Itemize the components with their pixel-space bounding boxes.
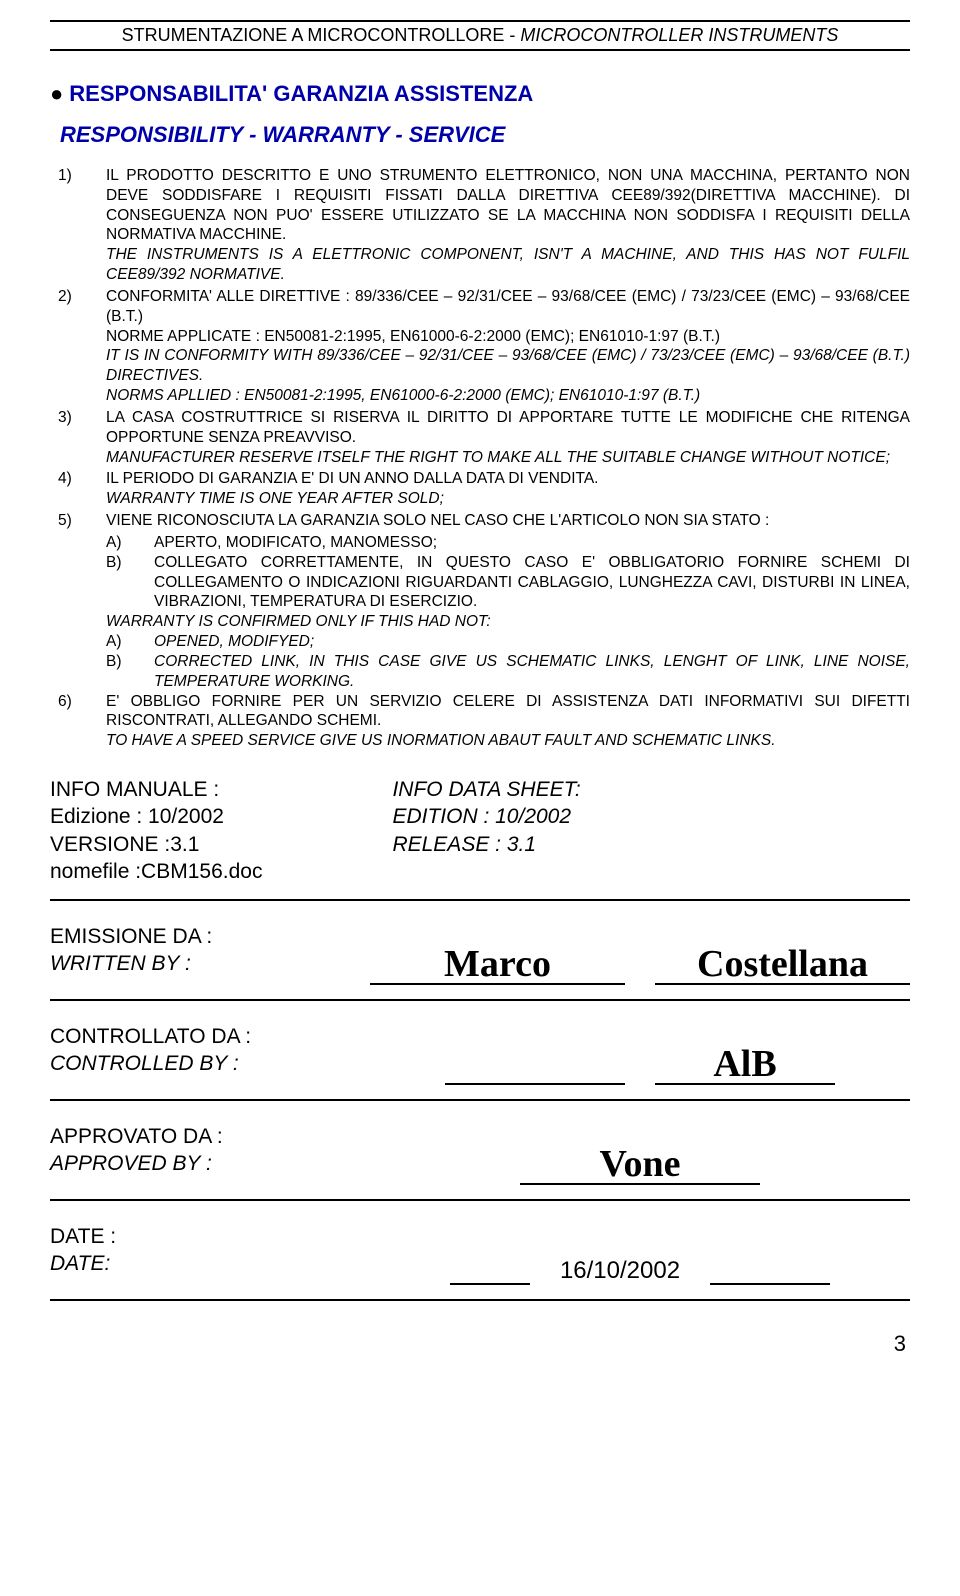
list-item: 5) VIENE RICONOSCIUTA LA GARANZIA SOLO N… <box>58 511 910 531</box>
header-bar: STRUMENTAZIONE A MICROCONTROLLORE - MICR… <box>50 20 910 51</box>
main-title: ●RESPONSABILITA' GARANZIA ASSISTENZA <box>50 81 910 107</box>
sig-label-it: CONTROLLATO DA : <box>50 1023 370 1050</box>
item-text-it: LA CASA COSTRUTTRICE SI RISERVA IL DIRIT… <box>106 409 910 446</box>
info-left: INFO MANUALE : Edizione : 10/2002 VERSIO… <box>50 776 262 885</box>
item-number: 3) <box>58 408 106 467</box>
sig-label-en: APPROVED BY : <box>50 1150 370 1177</box>
signature-scribble: AlB <box>713 1047 776 1081</box>
sig-line: AlB <box>655 1047 835 1085</box>
list-item: 2) CONFORMITA' ALLE DIRETTIVE : 89/336/C… <box>58 287 910 406</box>
sig-area: 16/10/2002 <box>370 1215 910 1285</box>
sig-line: Costellana <box>655 947 910 985</box>
info-line: RELEASE : 3.1 <box>392 831 580 858</box>
signature-row-controllato: CONTROLLATO DA : CONTROLLED BY : AlB <box>50 1001 910 1101</box>
item-text-it: VIENE RICONOSCIUTA LA GARANZIA SOLO NEL … <box>106 512 769 529</box>
sig-label-en: WRITTEN BY : <box>50 950 370 977</box>
list-item: 1) IL PRODOTTO DESCRITTO E UNO STRUMENTO… <box>58 166 910 285</box>
signature-scribble: Costellana <box>697 947 868 981</box>
list-item: 4) IL PERIODO DI GARANZIA E' DI UN ANNO … <box>58 469 910 509</box>
main-title-text: RESPONSABILITA' GARANZIA ASSISTENZA <box>69 81 533 106</box>
item-number: 2) <box>58 287 106 406</box>
item-text-en: TO HAVE A SPEED SERVICE GIVE US INORMATI… <box>106 732 776 749</box>
sig-line <box>445 1081 625 1085</box>
sub-item: B) CORRECTED LINK, IN THIS CASE GIVE US … <box>58 652 910 692</box>
sig-label-it: EMISSIONE DA : <box>50 923 370 950</box>
info-right: INFO DATA SHEET: EDITION : 10/2002 RELEA… <box>392 776 580 885</box>
header-text-en: MICROCONTROLLER INSTRUMENTS <box>520 25 838 45</box>
item-extra-en: NORMS APLLIED : EN50081-2:1995, EN61000-… <box>106 387 700 404</box>
info-line: INFO MANUALE : <box>50 776 262 803</box>
sig-label: CONTROLLATO DA : CONTROLLED BY : <box>50 1023 370 1078</box>
sig-line <box>710 1281 830 1285</box>
item-body: IL PERIODO DI GARANZIA E' DI UN ANNO DAL… <box>106 469 910 509</box>
sub-text: APERTO, MODIFICATO, MANOMESSO; <box>154 533 910 553</box>
item-number: 5) <box>58 511 106 531</box>
item-text-it: CONFORMITA' ALLE DIRETTIVE : 89/336/CEE … <box>106 288 910 325</box>
item-text-it: E' OBBLIGO FORNIRE PER UN SERVIZIO CELER… <box>106 693 910 730</box>
sub-letter-en: A) <box>106 633 122 650</box>
sub-item: B) COLLEGATO CORRETTAMENTE, IN QUESTO CA… <box>58 553 910 612</box>
list-item: 3) LA CASA COSTRUTTRICE SI RISERVA IL DI… <box>58 408 910 467</box>
sig-label: EMISSIONE DA : WRITTEN BY : <box>50 923 370 978</box>
item-body: E' OBBLIGO FORNIRE PER UN SERVIZIO CELER… <box>106 692 910 751</box>
item-number: 4) <box>58 469 106 509</box>
sub-item-en: WARRANTY IS CONFIRMED ONLY IF THIS HAD N… <box>58 612 910 632</box>
item-body: VIENE RICONOSCIUTA LA GARANZIA SOLO NEL … <box>106 511 910 531</box>
item-extra: NORME APPLICATE : EN50081-2:1995, EN6100… <box>106 328 720 345</box>
sig-line: Vone <box>520 1147 760 1185</box>
sub-item: A) APERTO, MODIFICATO, MANOMESSO; <box>58 533 910 553</box>
sig-label-it: APPROVATO DA : <box>50 1123 370 1150</box>
item-body: IL PRODOTTO DESCRITTO E UNO STRUMENTO EL… <box>106 166 910 285</box>
sub-letter-en: B) <box>106 653 122 670</box>
sig-area: Vone <box>370 1115 910 1185</box>
info-block: INFO MANUALE : Edizione : 10/2002 VERSIO… <box>50 776 910 885</box>
item-text-en: WARRANTY TIME IS ONE YEAR AFTER SOLD; <box>106 490 444 507</box>
item-body: LA CASA COSTRUTTRICE SI RISERVA IL DIRIT… <box>106 408 910 467</box>
date-value: 16/10/2002 <box>560 1257 680 1285</box>
sig-area: AlB <box>370 1015 910 1085</box>
item-text-en: MANUFACTURER RESERVE ITSELF THE RIGHT TO… <box>106 449 890 466</box>
sig-line: Marco <box>370 947 625 985</box>
sig-area: Marco Costellana <box>370 915 910 985</box>
sub-letter: A) <box>106 533 154 553</box>
item-body: CONFORMITA' ALLE DIRETTIVE : 89/336/CEE … <box>106 287 910 406</box>
signature-scribble: Marco <box>444 947 551 981</box>
signature-scribble: Vone <box>600 1147 681 1181</box>
item-text-it: IL PRODOTTO DESCRITTO E UNO STRUMENTO EL… <box>106 167 910 243</box>
info-line: Edizione : 10/2002 <box>50 803 262 830</box>
item-text-en: IT IS IN CONFORMITY WITH 89/336/CEE – 92… <box>106 347 910 384</box>
sub-text-en: OPENED, MODIFYED; <box>154 633 314 650</box>
sig-label: APPROVATO DA : APPROVED BY : <box>50 1123 370 1178</box>
info-line: nomefile :CBM156.doc <box>50 858 262 885</box>
info-line: INFO DATA SHEET: <box>392 776 580 803</box>
sub-letter: B) <box>106 553 154 612</box>
sig-label-en: DATE: <box>50 1250 370 1277</box>
sub-text-en: CORRECTED LINK, IN THIS CASE GIVE US SCH… <box>154 653 910 690</box>
subtitle: RESPONSIBILITY - WARRANTY - SERVICE <box>50 122 910 148</box>
header-text-it: STRUMENTAZIONE A MICROCONTROLLORE - <box>122 25 521 45</box>
item-text-en: WARRANTY IS CONFIRMED ONLY IF THIS HAD N… <box>106 613 491 630</box>
item-number: 1) <box>58 166 106 285</box>
signature-row-approvato: APPROVATO DA : APPROVED BY : Vone <box>50 1101 910 1201</box>
sig-label: DATE : DATE: <box>50 1223 370 1278</box>
sig-line <box>450 1281 530 1285</box>
sig-label-it: DATE : <box>50 1223 370 1250</box>
sub-text: COLLEGATO CORRETTAMENTE, IN QUESTO CASO … <box>154 553 910 612</box>
page-number: 3 <box>50 1331 910 1357</box>
info-line: EDITION : 10/2002 <box>392 803 580 830</box>
warranty-list: 1) IL PRODOTTO DESCRITTO E UNO STRUMENTO… <box>50 166 910 751</box>
signature-row-date: DATE : DATE: 16/10/2002 <box>50 1201 910 1301</box>
item-text-it: IL PERIODO DI GARANZIA E' DI UN ANNO DAL… <box>106 470 598 487</box>
signature-row-emissione: EMISSIONE DA : WRITTEN BY : Marco Costel… <box>50 899 910 1001</box>
item-number: 6) <box>58 692 106 751</box>
bullet-icon: ● <box>50 81 63 106</box>
list-item: 6) E' OBBLIGO FORNIRE PER UN SERVIZIO CE… <box>58 692 910 751</box>
info-line: VERSIONE :3.1 <box>50 831 262 858</box>
sub-item: A) OPENED, MODIFYED; <box>58 632 910 652</box>
item-text-en: THE INSTRUMENTS IS A ELETTRONIC COMPONEN… <box>106 246 910 283</box>
sig-label-en: CONTROLLED BY : <box>50 1050 370 1077</box>
